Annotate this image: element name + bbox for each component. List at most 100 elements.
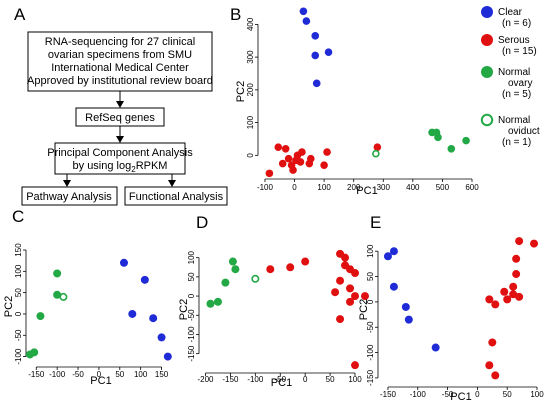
legend-label-2: oviduct (508, 126, 540, 137)
point-clear (302, 17, 311, 25)
y-tick-label: 100 (187, 250, 196, 264)
x-tick-label: 0 (292, 183, 297, 192)
legend-label: Serous (498, 35, 530, 46)
point-serous (346, 297, 355, 306)
point-serous (509, 282, 518, 291)
pca-line2-pre: by using log (73, 160, 132, 172)
y-tick-label: -50 (187, 309, 196, 321)
x-tick-label: -150 (28, 370, 45, 379)
x-tick-label: 50 (503, 390, 512, 399)
x-tick-label: -100 (257, 183, 274, 192)
point-normal (434, 133, 442, 142)
point-serous (278, 159, 287, 168)
chart-d: -200 -150 -100 -50 0 50 100 -150 -100 -50 0 50 100 PC… (178, 249, 369, 389)
point-clear (383, 252, 392, 261)
y-tick-label: -100 (366, 344, 375, 361)
point-normal (447, 145, 456, 153)
x-tick-label: 600 (465, 183, 479, 192)
point-oviduct (59, 292, 68, 301)
x-tick-label: -200 (197, 375, 214, 384)
point-clear (401, 302, 410, 311)
point-clear (312, 79, 321, 88)
point-normal (213, 297, 222, 306)
y-tick-label: 150 (14, 243, 23, 257)
y-tick-label: 50 (366, 272, 375, 281)
legend-label-2: ovary (508, 78, 532, 89)
x-tick-label: -150 (222, 375, 239, 384)
point-serous (503, 295, 512, 304)
x-tick-label: 100 (530, 390, 544, 399)
panel-label-d: D (196, 213, 208, 232)
point-normal (53, 269, 62, 278)
y-tick-label: 50 (14, 288, 23, 297)
point-serous (488, 338, 497, 347)
x-tick-label: 50 (115, 370, 124, 379)
point-serous (351, 361, 360, 370)
flow-box-sequencing-line3: International Medical Center (51, 62, 189, 74)
chart-b: -100 0 100 200 300 400 500 600 0 100 200 300 400 PC1 P… (235, 7, 479, 197)
flow-box-sequencing-line4: Approved by institutional review board (27, 75, 213, 87)
point-oviduct (372, 149, 380, 158)
y-tick-label: -100 (14, 348, 23, 365)
y-axis-label: PC2 (3, 296, 15, 317)
point-clear (128, 309, 137, 318)
y-tick-label: 200 (246, 83, 255, 97)
x-tick-label: -50 (72, 370, 84, 379)
flow-box-pathway-label: Pathway Analysis (26, 191, 112, 203)
flow-box-sequencing-line2: ovarian specimens from SMU (48, 49, 192, 61)
point-clear (140, 275, 149, 284)
pca-line2-post: RPKM (136, 160, 168, 172)
point-clear (299, 7, 308, 16)
x-axis-label: PC1 (450, 391, 471, 403)
y-tick-label: 0 (14, 311, 23, 316)
point-serous (320, 161, 328, 169)
point-serous (286, 263, 295, 272)
flow-box-functional-label: Functional Analysis (129, 191, 224, 203)
point-serous (323, 148, 331, 156)
legend-label: Clear (498, 7, 523, 18)
point-serous (284, 154, 293, 163)
point-serous (491, 371, 500, 380)
legend-label: Normal (498, 115, 530, 126)
x-tick-label: 0 (303, 375, 308, 384)
x-tick-label: 100 (348, 375, 362, 384)
point-normal (462, 136, 470, 145)
flow-box-pathway (21, 186, 118, 206)
point-serous (281, 145, 290, 153)
pca-line2-sub: 2 (131, 165, 136, 174)
x-tick-label: 100 (317, 183, 331, 192)
y-tick-label: 50 (187, 272, 196, 281)
point-serous (336, 276, 345, 285)
legend-count: (n = 5) (502, 89, 531, 100)
point-clear (119, 258, 128, 267)
x-tick-label: 0 (475, 390, 480, 399)
point-serous (266, 265, 275, 274)
y-axis-label: PC2 (178, 299, 190, 320)
y-tick-label: -150 (187, 345, 196, 362)
legend-count: (n = 1) (502, 137, 531, 148)
point-normal (26, 350, 34, 359)
panel-label-c: C (12, 207, 24, 226)
x-axis-label: PC1 (271, 377, 292, 389)
legend-count: (n = 15) (502, 46, 537, 57)
point-clear (163, 352, 172, 361)
point-serous (373, 143, 382, 151)
point-clear (431, 343, 440, 352)
flow-box-pca-line2: by using log2RPKM (73, 160, 168, 174)
y-tick-label: 0 (366, 299, 375, 304)
y-tick-label: 300 (246, 50, 255, 64)
panel-label-e: E (370, 213, 381, 232)
flow-box-sequencing-line1: RNA-sequencing for 27 clinical (45, 36, 195, 48)
x-tick-label: -100 (49, 370, 66, 379)
legend-marker-serous (481, 34, 493, 46)
point-clear (389, 247, 398, 256)
x-tick-label: 300 (377, 183, 391, 192)
point-serous (485, 361, 494, 370)
point-serous (265, 169, 274, 178)
y-tick-label: 100 (14, 264, 23, 278)
point-serous (298, 148, 306, 156)
point-serous (346, 284, 355, 293)
legend-b: Clear(n = 6)Serous(n = 15)Normalovary(n … (480, 6, 540, 148)
point-serous (331, 288, 340, 297)
